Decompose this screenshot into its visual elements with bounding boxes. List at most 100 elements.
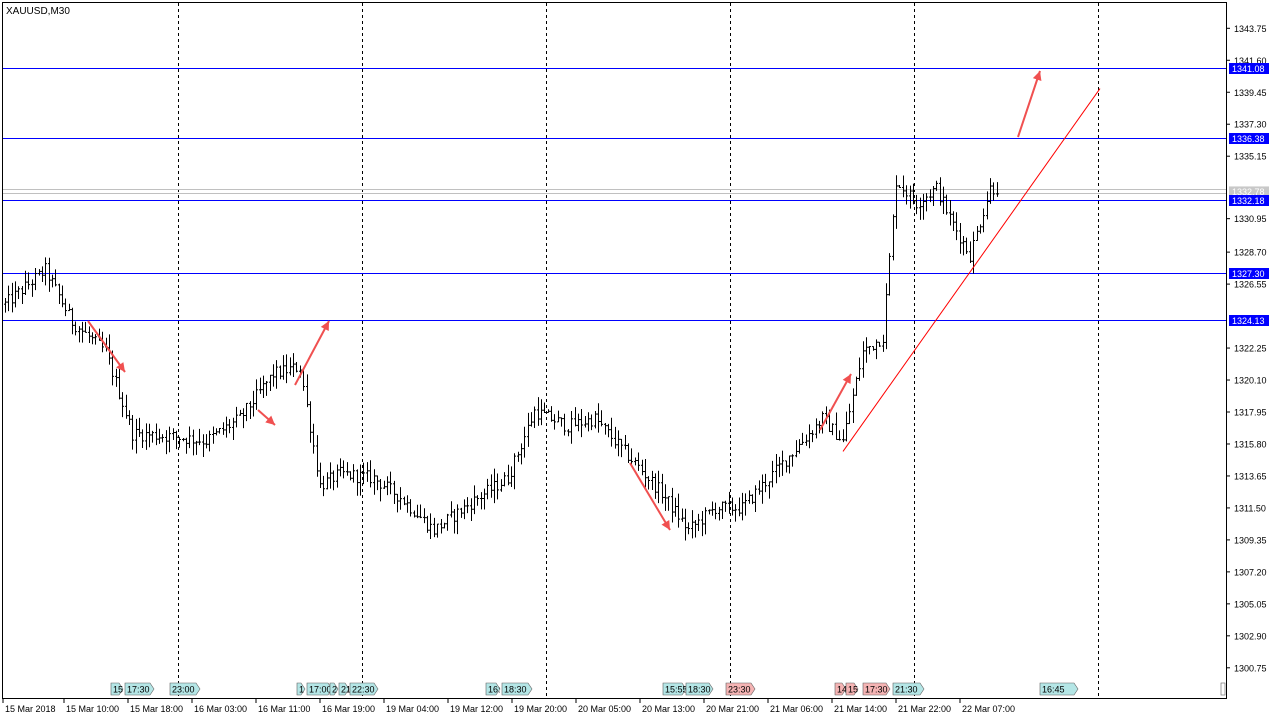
symbol-timeframe-label: XAUUSD,M30	[6, 6, 70, 17]
plot-area-border	[2, 2, 1227, 699]
price-tick-label: 1302.90	[1234, 631, 1267, 641]
event-label: 15	[113, 685, 123, 695]
level-price-label: 1336.38	[1232, 134, 1265, 144]
event-label: 1	[299, 685, 304, 695]
event-marker[interactable]: 21	[338, 682, 351, 696]
level-price-label: 1327.30	[1232, 269, 1265, 279]
price-tick-label: 1341.60	[1234, 56, 1267, 66]
event-marker[interactable]: 16:45	[1039, 682, 1079, 696]
price-tick-label: 1326.55	[1234, 280, 1267, 290]
event-marker[interactable]: 15	[845, 682, 859, 696]
event-marker[interactable]: 16:	[485, 682, 501, 696]
price-tick-label: 1339.45	[1234, 88, 1267, 98]
bid-price-label: 1332.78	[1232, 187, 1265, 197]
event-marker[interactable]: 17:30	[862, 682, 891, 696]
price-tick-label: 1313.65	[1234, 471, 1267, 481]
event-marker[interactable]: 23:30	[725, 682, 756, 696]
event-marker[interactable]: 18:30	[685, 682, 714, 696]
event-marker[interactable]: 14	[834, 682, 847, 696]
horizontal-levels[interactable]	[3, 68, 1226, 321]
arrow-shaft	[629, 462, 671, 531]
time-tick-label: 20 Mar 13:00	[642, 704, 695, 714]
event-tag	[725, 682, 756, 696]
price-tick-label: 1305.05	[1234, 599, 1267, 609]
event-marker[interactable]: 15:55	[662, 682, 688, 696]
level-price-tag	[1229, 315, 1269, 326]
level-price-label: 1332.18	[1232, 196, 1265, 206]
event-marker[interactable]: 17:30	[124, 682, 155, 696]
level-price-labels: 1332.78 1341.08 1336.38 1332.18 1327.30 1324.…	[1229, 63, 1269, 326]
price-tick-label: 1343.75	[1234, 24, 1267, 34]
event-tag	[338, 682, 350, 696]
time-tick-label: 21 Mar 22:00	[898, 704, 951, 714]
event-label: 18:30	[504, 685, 527, 695]
event-label: 21	[341, 685, 351, 695]
event-tag	[892, 682, 925, 696]
arrow-down[interactable]	[87, 320, 126, 373]
drawing-objects[interactable]	[87, 70, 1101, 531]
price-tick-label: 1309.35	[1234, 535, 1267, 545]
event-marker[interactable]: 1	[296, 682, 306, 696]
time-tick-label: 20 Mar 21:00	[706, 704, 759, 714]
event-label: 17:30	[865, 685, 888, 695]
level-price-tag	[1229, 195, 1269, 206]
bid-price-tag	[1229, 186, 1269, 197]
level-price-label: 1324.13	[1232, 316, 1265, 326]
event-marker[interactable]: 15	[110, 682, 124, 696]
event-tag	[485, 682, 501, 696]
price-tick-label: 1337.30	[1234, 120, 1267, 130]
event-tag	[862, 682, 891, 696]
event-label: 2	[332, 685, 337, 695]
arrow-shaft	[294, 320, 330, 386]
arrow-up[interactable]	[294, 320, 330, 386]
time-tick-label: 15 Mar 2018	[5, 704, 56, 714]
time-tick-label: 16 Mar 03:00	[194, 704, 247, 714]
level-price-tag	[1229, 268, 1269, 279]
price-tick-label: 1315.80	[1234, 439, 1267, 449]
event-tag	[1039, 682, 1079, 696]
event-marker[interactable]: 2	[329, 682, 339, 696]
event-marker-edge	[1220, 682, 1226, 696]
economic-events[interactable]: 15 17:30 23:00 1 17:00 2 21 22:30 16: 18:30 15:55 1…	[110, 682, 1226, 696]
event-marker[interactable]: 23:00	[169, 682, 201, 696]
arrow-down[interactable]	[629, 462, 671, 531]
time-tick-label: 21 Mar 06:00	[770, 704, 823, 714]
arrow-shaft	[819, 373, 852, 431]
event-marker[interactable]: 18:30	[501, 682, 533, 696]
time-tick-label: 16 Mar 19:00	[322, 704, 375, 714]
event-tag	[124, 682, 155, 696]
price-axis[interactable]: 1343.75 1341.60 1339.45 1337.30 1335.15 1330.…	[1226, 24, 1267, 674]
event-label: 16:	[488, 685, 501, 695]
arrow-head	[842, 374, 851, 385]
price-tick-label: 1322.25	[1234, 344, 1267, 354]
price-tick-label: 1300.75	[1234, 663, 1267, 673]
level-price-label: 1341.08	[1232, 64, 1265, 74]
trend-line[interactable]	[842, 88, 1101, 452]
arrow-head	[265, 415, 275, 425]
time-tick-label: 22 Mar 07:00	[962, 704, 1015, 714]
arrow-head	[661, 519, 670, 530]
arrow-down[interactable]	[257, 409, 276, 426]
price-tick-label: 1317.95	[1234, 408, 1267, 418]
arrow-up[interactable]	[1017, 70, 1042, 138]
event-marker[interactable]: 21:30	[892, 682, 925, 696]
event-tag	[110, 682, 124, 696]
event-tag	[685, 682, 714, 696]
event-marker[interactable]: 22:30	[349, 682, 379, 696]
event-marker[interactable]: 17:00	[306, 682, 333, 696]
time-tick-label: 20 Mar 05:00	[578, 704, 631, 714]
time-tick-label: 21 Mar 14:00	[834, 704, 887, 714]
event-tag	[501, 682, 533, 696]
time-axis[interactable]: 15 Mar 2018 15 Mar 10:00 15 Mar 18:00 16 Ma…	[2, 698, 1015, 714]
event-label: 18:30	[688, 685, 711, 695]
event-tag	[662, 682, 687, 696]
arrow-up[interactable]	[819, 373, 852, 431]
event-label: 23:00	[172, 685, 195, 695]
event-tag	[296, 682, 306, 696]
event-label: 17:30	[127, 685, 150, 695]
event-label: 23:30	[728, 685, 751, 695]
arrow-shaft	[87, 320, 126, 373]
price-tick-label: 1307.20	[1234, 567, 1267, 577]
time-tick-label: 16 Mar 11:00	[258, 704, 310, 714]
